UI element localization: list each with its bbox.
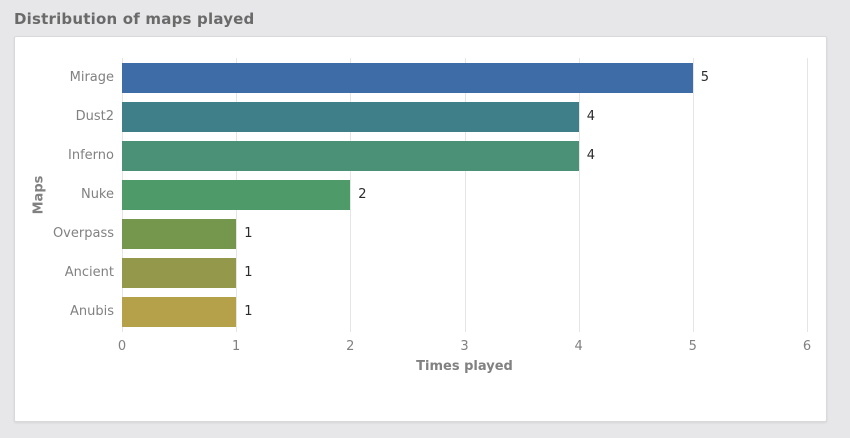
gridline xyxy=(578,58,580,332)
x-tick-label: 6 xyxy=(802,339,812,354)
bar-anubis xyxy=(122,297,237,328)
y-tick-label: Mirage xyxy=(69,69,114,85)
y-axis-tick-labels: Mirage Dust2 Inferno Nuke Overpass Ancient Anu… xyxy=(15,58,114,332)
x-tick-label: 1 xyxy=(232,339,241,354)
bar-value-label: 5 xyxy=(700,69,710,85)
gridline xyxy=(464,58,466,332)
x-tick-label: 5 xyxy=(688,339,697,354)
y-tick-label: Inferno xyxy=(68,147,114,163)
chart-card: Maps Mirage Dust2 Inferno Nuke Overpass Ancie… xyxy=(14,36,827,422)
gridline xyxy=(692,58,694,332)
x-tick-label: 4 xyxy=(574,339,583,354)
bar-dust2 xyxy=(122,101,579,132)
y-tick-label: Ancient xyxy=(64,265,114,281)
bar-value-label: 4 xyxy=(586,108,595,124)
y-tick-label: Dust2 xyxy=(75,108,114,124)
x-axis-tick-labels: 0 1 2 3 4 5 6 xyxy=(118,338,811,356)
bar-overpass xyxy=(122,219,237,250)
x-tick-label: 2 xyxy=(346,339,355,354)
bar-ancient xyxy=(122,258,237,289)
plot-area: 5 4 4 2 1 1 1 xyxy=(122,58,808,332)
bar-value-label: 1 xyxy=(244,265,253,281)
bar-inferno xyxy=(122,140,579,171)
gridline xyxy=(807,58,808,332)
page-title: Distribution of maps played xyxy=(14,10,255,28)
x-tick-label: 0 xyxy=(117,339,127,354)
bar-value-label: 2 xyxy=(358,187,367,202)
bar-nuke xyxy=(122,180,351,210)
bar-value-label: 1 xyxy=(244,226,253,242)
y-tick-label: Anubis xyxy=(69,304,114,320)
x-tick-label: 3 xyxy=(460,339,469,354)
bar-mirage xyxy=(122,62,693,93)
y-tick-label: Overpass xyxy=(52,226,114,242)
bar-value-label: 4 xyxy=(586,147,595,163)
gridline xyxy=(350,58,352,332)
y-tick-label: Nuke xyxy=(80,187,114,202)
x-axis-title: Times played xyxy=(416,359,513,374)
bar-value-label: 1 xyxy=(244,304,253,320)
